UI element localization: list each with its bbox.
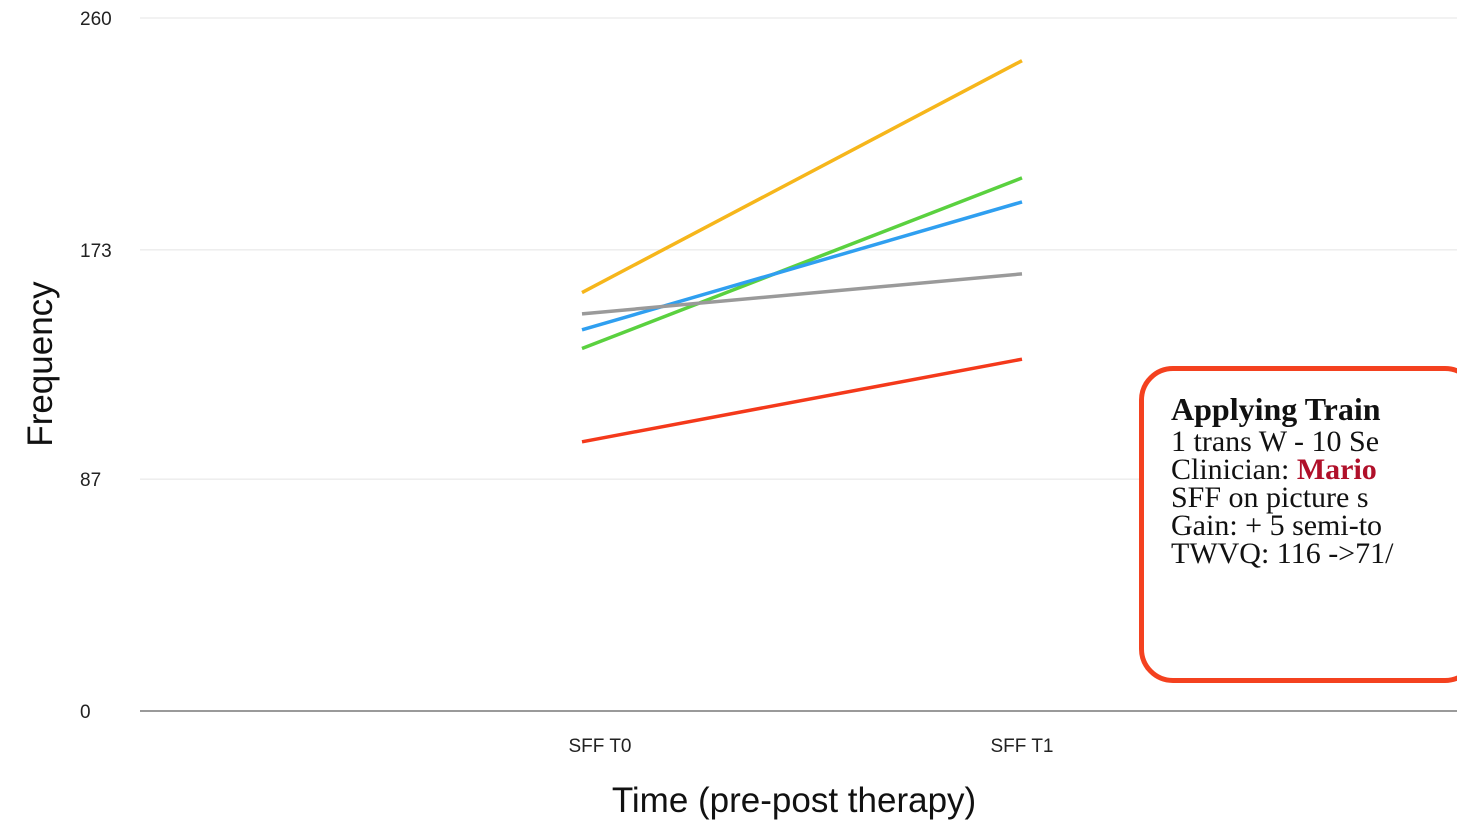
y-tick-label: 87: [80, 470, 101, 491]
y-tick-label: 173: [80, 241, 112, 262]
annotation-line-sessions: 1 trans W - 10 Se: [1171, 425, 1380, 458]
clinician-prefix: Clinician:: [1171, 453, 1297, 486]
y-tick-label: 0: [80, 702, 91, 723]
x-tick-label: SFF T0: [569, 736, 632, 757]
y-axis-title: Frequency: [21, 281, 60, 447]
annotation-line-task: SFF on picture s: [1171, 481, 1369, 514]
clinician-name: Mario: [1296, 453, 1377, 486]
series-line-4: [581, 272, 1023, 316]
series-line-2: [581, 176, 1023, 351]
x-axis-title: Time (pre-post therapy): [612, 781, 976, 820]
series-line-1: [581, 59, 1023, 295]
annotation-box: Applying Train 1 trans W - 10 Se Clinici…: [1139, 366, 1457, 683]
series-line-3: [581, 200, 1023, 332]
y-tick-label: 260: [80, 9, 112, 30]
x-tick-label: SFF T1: [991, 736, 1054, 757]
annotation-line-gain: Gain: + 5 semi-to: [1171, 509, 1383, 542]
annotation-title: Applying Train: [1171, 391, 1381, 427]
annotation-line-twvq: TWVQ: 116 ->71/: [1171, 537, 1394, 570]
series-line-5: [581, 357, 1023, 444]
annotation-clinician: Clinician: Mario: [1171, 453, 1457, 486]
